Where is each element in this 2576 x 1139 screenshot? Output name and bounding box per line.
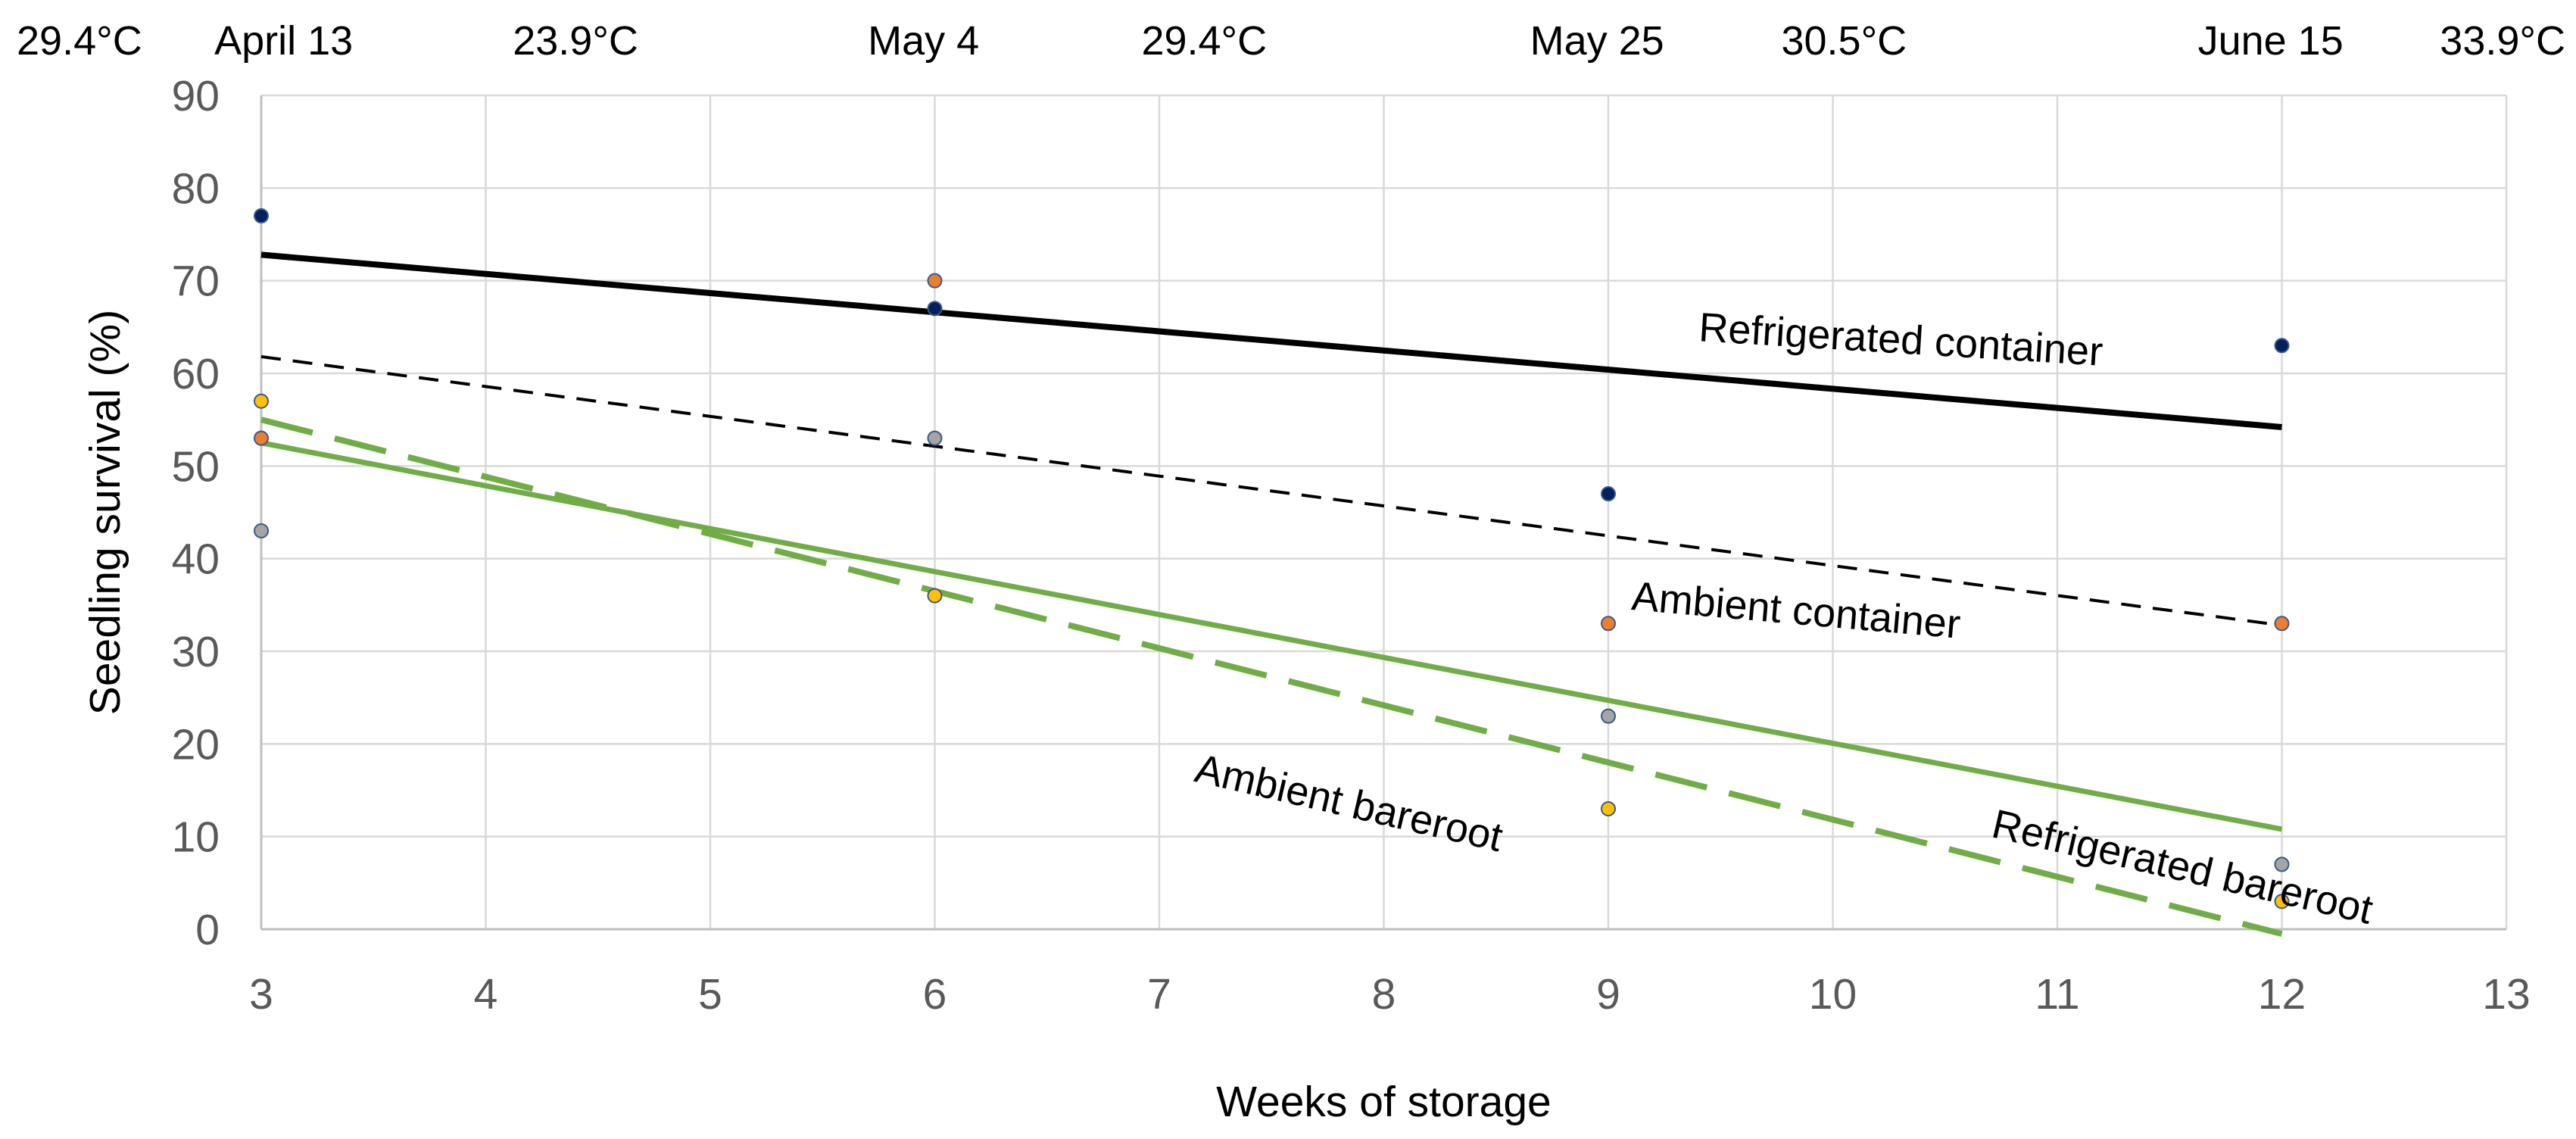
y-tick-label: 20: [172, 720, 220, 769]
point-ambient-container: [927, 273, 943, 289]
top-annotation: May 25: [1530, 18, 1664, 64]
trendlines: [260, 251, 2283, 937]
trendline-ambient-bareroot: [260, 417, 2283, 937]
point-refrigerated-container: [2274, 338, 2290, 354]
trendline-refrigerated-container: [260, 251, 2282, 430]
y-tick-label: 10: [172, 813, 220, 862]
top-annotation: 29.4°C: [1141, 18, 1267, 64]
x-tick-label: 3: [249, 970, 273, 1019]
top-annotation: April 13: [214, 18, 353, 64]
series-label-refrigerated-bareroot: Refrigerated bareroot: [1988, 801, 2377, 933]
point-refrigerated-container: [254, 208, 269, 224]
gridlines: [260, 94, 2508, 931]
point-refrigerated-bareroot: [1601, 708, 1616, 724]
point-ambient-container: [1601, 616, 1616, 632]
x-axis-ticks: 3 4 5 6 7 8 9 10 11 12 13: [249, 970, 2531, 1019]
y-tick-label: 50: [172, 442, 220, 491]
x-tick-label: 5: [698, 970, 722, 1019]
point-ambient-container: [2274, 616, 2290, 632]
point-ambient-bareroot: [2274, 894, 2290, 910]
x-tick-label: 10: [1809, 970, 1857, 1019]
top-annotation: May 4: [868, 18, 979, 64]
y-tick-label: 30: [172, 628, 220, 676]
data-points: [254, 208, 2290, 910]
point-refrigerated-container: [927, 301, 943, 317]
point-refrigerated-bareroot: [254, 523, 269, 538]
top-annotations: 29.4°C April 13 23.9°C May 4 29.4°C May 25 30.…: [17, 18, 2565, 64]
x-axis-title: Weeks of storage: [1216, 1078, 1552, 1126]
x-tick-label: 8: [1372, 970, 1396, 1019]
y-tick-label: 40: [172, 535, 220, 584]
x-tick-label: 6: [923, 970, 947, 1019]
top-annotation: 23.9°C: [513, 18, 638, 64]
point-ambient-bareroot: [1601, 800, 1616, 816]
top-annotation: 33.9°C: [2440, 18, 2565, 64]
trendline-ambient-container: [260, 354, 2282, 627]
x-tick-label: 13: [2482, 970, 2530, 1019]
point-refrigerated-bareroot: [2274, 857, 2290, 872]
y-tick-label: 70: [172, 257, 220, 306]
top-annotation: June 15: [2198, 18, 2344, 64]
x-tick-label: 9: [1596, 970, 1620, 1019]
y-tick-label: 90: [172, 72, 220, 120]
x-tick-label: 11: [2035, 970, 2079, 1019]
top-annotation: 29.4°C: [17, 18, 142, 64]
y-tick-label: 0: [195, 906, 220, 954]
series-label-refrigerated-container: Refrigerated container: [1698, 304, 2104, 375]
series-labels: Refrigerated container Ambient container R…: [1191, 304, 2377, 933]
y-axis-title: Seedling survival (%): [81, 310, 129, 715]
series-label-ambient-bareroot: Ambient bareroot: [1191, 745, 1507, 860]
x-tick-label: 4: [474, 970, 498, 1019]
y-tick-label: 80: [172, 164, 220, 213]
y-tick-label: 60: [172, 350, 220, 398]
x-tick-label: 7: [1147, 970, 1171, 1019]
y-axis-ticks: 0 10 20 30 40 50 60 70 80 90: [172, 72, 220, 954]
point-ambient-bareroot: [927, 588, 943, 604]
x-tick-label: 12: [2258, 970, 2306, 1019]
point-refrigerated-bareroot: [927, 430, 943, 446]
point-ambient-bareroot: [254, 393, 269, 409]
point-refrigerated-container: [1601, 486, 1616, 502]
top-annotation: 30.5°C: [1781, 18, 1907, 64]
point-ambient-container: [254, 430, 269, 446]
series-label-ambient-container: Ambient container: [1630, 573, 1963, 648]
